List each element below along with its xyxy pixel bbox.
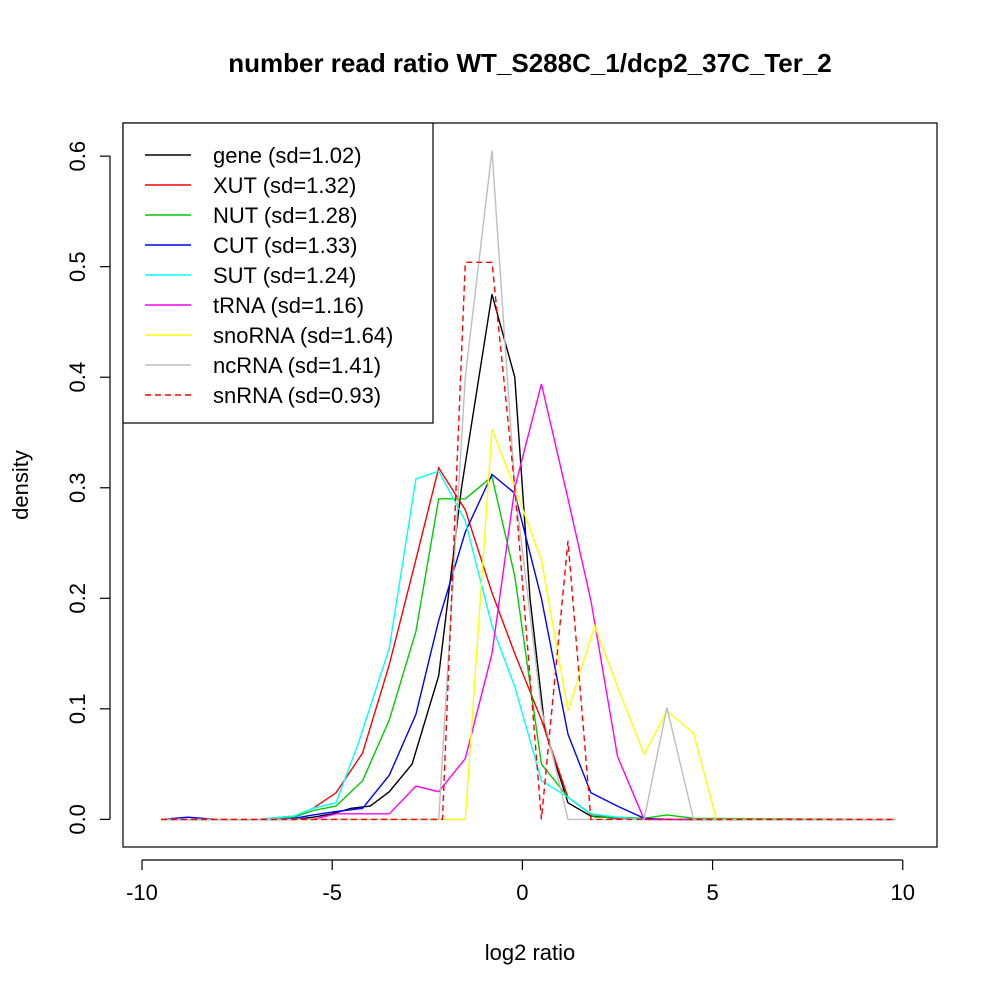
legend-label-6: snoRNA (sd=1.64) <box>213 323 393 348</box>
series-line-8 <box>161 261 896 821</box>
y-tick-label: 0.2 <box>65 583 90 614</box>
legend-label-2: NUT (sd=1.28) <box>213 203 357 228</box>
y-tick-label: 0.1 <box>65 694 90 725</box>
legend-label-0: gene (sd=1.02) <box>213 143 362 168</box>
legend: gene (sd=1.02) XUT (sd=1.32) NUT (sd=1.28)… <box>122 122 434 424</box>
series-line-7 <box>161 150 896 821</box>
y-tick-label: 0.0 <box>65 804 90 835</box>
x-tick-label: -5 <box>322 880 342 905</box>
series-line-2 <box>161 475 896 821</box>
legend-label-1: XUT (sd=1.32) <box>213 173 356 198</box>
series-lines <box>160 150 896 821</box>
x-tick-label: 0 <box>516 880 528 905</box>
x-tick-label: 5 <box>706 880 718 905</box>
x-tick-label: 10 <box>891 880 915 905</box>
y-tick-label: 0.6 <box>65 141 90 172</box>
legend-box <box>122 122 434 424</box>
legend-label-3: CUT (sd=1.33) <box>213 233 357 258</box>
y-tick-label: 0.5 <box>65 251 90 282</box>
axes: -10 -5 0 5 10 0.0 0.1 0.2 0.3 0.4 0.5 0.6 <box>65 141 915 905</box>
chart-title: number read ratio WT_S288C_1/dcp2_37C_Te… <box>228 48 832 78</box>
plot-frame <box>122 122 938 848</box>
x-tick-label: -10 <box>126 880 158 905</box>
legend-label-8: snRNA (sd=0.93) <box>213 383 381 408</box>
series-line-5 <box>161 383 896 821</box>
y-axis-label: density <box>8 450 33 520</box>
y-tick-label: 0.3 <box>65 472 90 503</box>
legend-label-5: tRNA (sd=1.16) <box>213 293 364 318</box>
series-line-6 <box>161 428 896 821</box>
series-line-4 <box>161 470 896 821</box>
legend-label-4: SUT (sd=1.24) <box>213 263 356 288</box>
legend-label-7: ncRNA (sd=1.41) <box>213 353 381 378</box>
y-tick-label: 0.4 <box>65 362 90 393</box>
x-axis-label: log2 ratio <box>485 940 576 965</box>
